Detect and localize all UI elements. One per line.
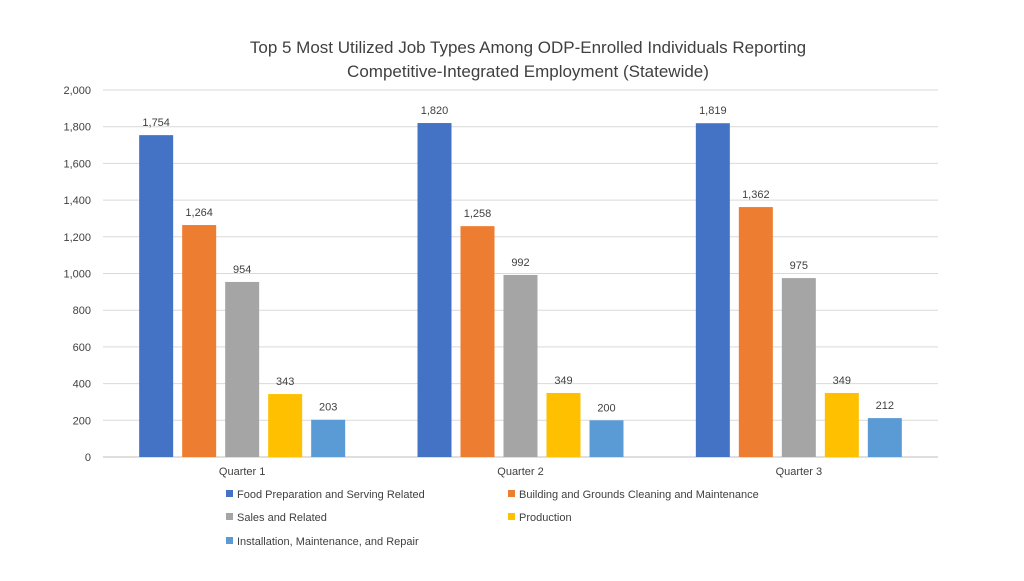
- x-category-label: Quarter 2: [497, 466, 543, 478]
- y-tick-label: 1,600: [63, 158, 91, 170]
- data-label: 203: [319, 402, 337, 414]
- bar: [546, 392, 581, 457]
- y-tick-label: 1,800: [63, 122, 91, 134]
- data-label: 954: [233, 264, 251, 276]
- y-tick-label: 2,000: [63, 85, 91, 97]
- bar: [781, 278, 816, 457]
- bar: [738, 207, 773, 457]
- chart-title-line-2: Competitive-Integrated Employment (State…: [347, 62, 709, 81]
- x-category-label: Quarter 1: [219, 466, 265, 478]
- bar: [695, 123, 730, 457]
- bar: [225, 281, 260, 457]
- data-label: 212: [876, 400, 894, 412]
- x-category-label: Quarter 3: [776, 466, 822, 478]
- legend-swatch: [226, 513, 233, 520]
- bar: [268, 394, 303, 457]
- bars: [139, 123, 902, 458]
- y-tick-label: 600: [73, 342, 91, 354]
- y-tick-label: 1,000: [63, 269, 91, 281]
- y-tick-label: 200: [73, 415, 91, 427]
- chart-title: Top 5 Most Utilized Job Types Among ODP-…: [250, 38, 806, 81]
- y-tick-label: 400: [73, 379, 91, 391]
- bar: [867, 418, 902, 457]
- legend-swatch: [508, 490, 515, 497]
- data-labels: 1,754 1,264 954 343 203 1,820 1,258 992 349 200 1,…: [142, 105, 894, 414]
- data-label: 349: [554, 375, 572, 387]
- bar: [503, 274, 538, 457]
- bar: [417, 123, 452, 457]
- y-axis-ticks: 0 200 400 600 800 1,000 1,200 1,400 1,600 1,800 2,…: [63, 85, 91, 464]
- bar: [460, 226, 495, 457]
- legend-swatch: [226, 490, 233, 497]
- bar: [182, 225, 217, 457]
- y-tick-label: 1,200: [63, 232, 91, 244]
- data-label: 200: [597, 402, 615, 414]
- bar: [311, 419, 346, 457]
- y-tick-label: 1,400: [63, 195, 91, 207]
- legend: Food Preparation and Serving Related Buil…: [226, 489, 759, 548]
- legend-label: Installation, Maintenance, and Repair: [237, 536, 419, 548]
- data-label: 1,820: [421, 105, 449, 117]
- legend-label: Food Preparation and Serving Related: [237, 489, 425, 501]
- bar: [589, 420, 624, 457]
- y-tick-label: 0: [85, 452, 91, 464]
- bar: [139, 135, 174, 458]
- data-label: 349: [833, 375, 851, 387]
- data-label: 343: [276, 376, 294, 388]
- y-tick-label: 800: [73, 305, 91, 317]
- legend-swatch: [508, 513, 515, 520]
- x-axis-categories: Quarter 1 Quarter 2 Quarter 3: [219, 466, 822, 478]
- legend-label: Sales and Related: [237, 512, 327, 524]
- data-label: 992: [511, 257, 529, 269]
- chart-title-line-1: Top 5 Most Utilized Job Types Among ODP-…: [250, 38, 806, 57]
- legend-swatch: [226, 537, 233, 544]
- legend-label: Production: [519, 512, 572, 524]
- data-label: 1,258: [464, 208, 492, 220]
- data-label: 1,819: [699, 105, 727, 117]
- data-label: 975: [790, 260, 808, 272]
- legend-label: Building and Grounds Cleaning and Mainte…: [519, 489, 759, 501]
- data-label: 1,754: [142, 117, 170, 129]
- data-label: 1,362: [742, 189, 770, 201]
- data-label: 1,264: [185, 207, 213, 219]
- bar: [824, 392, 859, 457]
